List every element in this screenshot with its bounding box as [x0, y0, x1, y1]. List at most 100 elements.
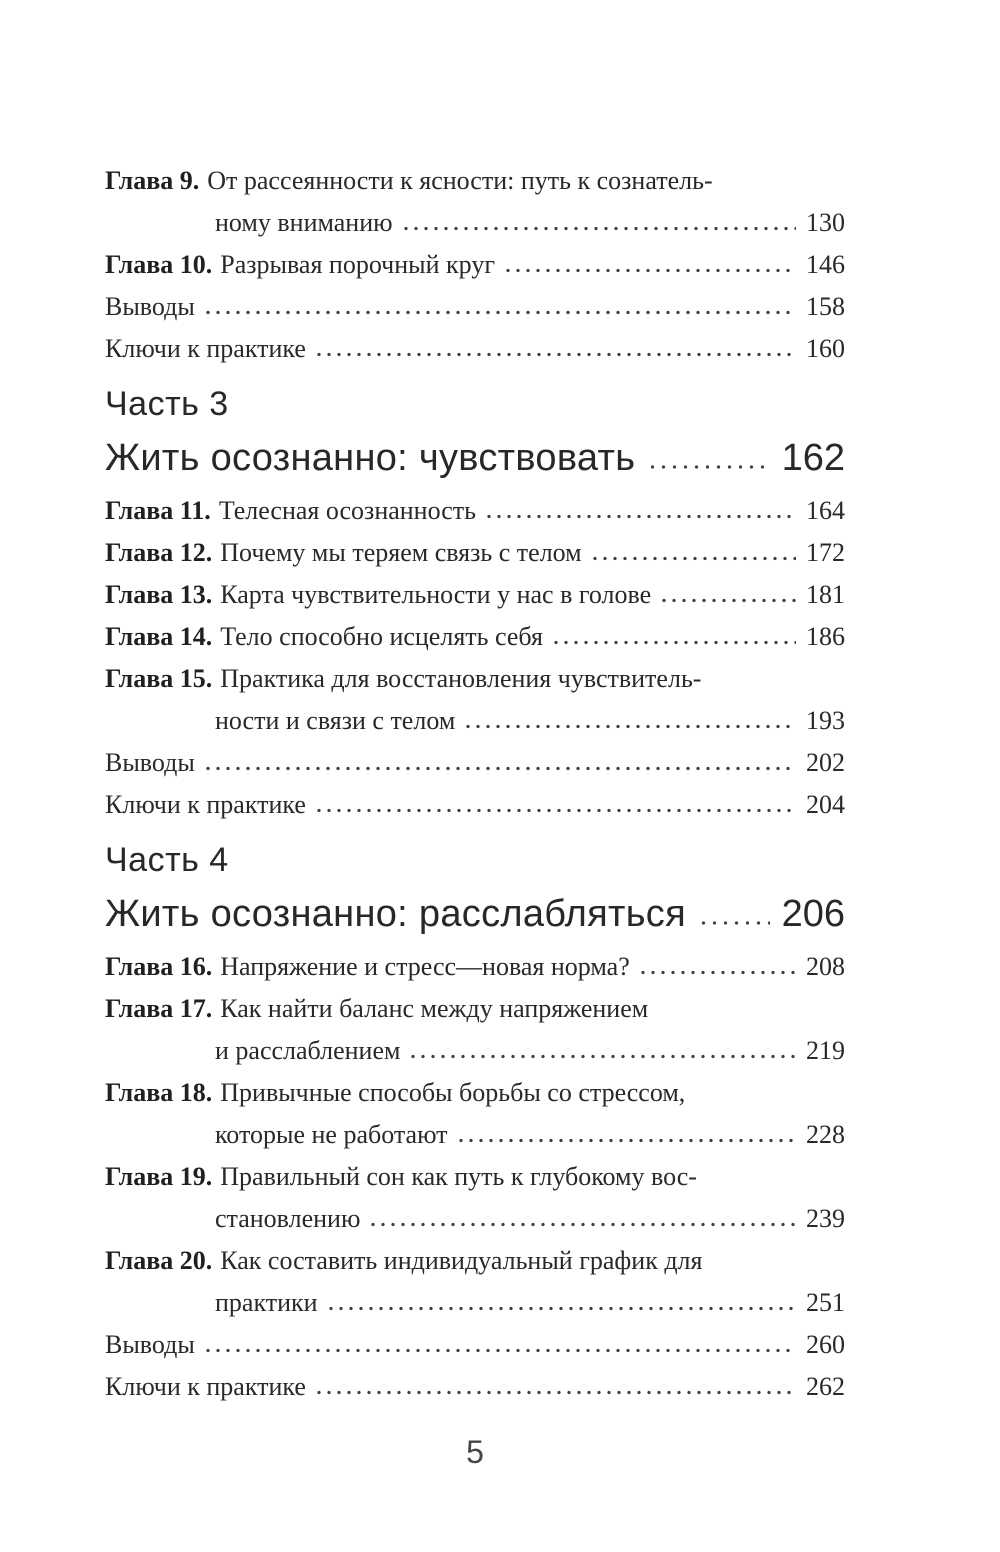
- page-number: 228: [806, 1120, 845, 1149]
- dot-leader: [637, 970, 796, 975]
- page-number: 251: [806, 1288, 845, 1317]
- dot-leader: [484, 514, 796, 519]
- chapter-title: Привычные способы борьбы со стрессом,: [220, 1078, 686, 1107]
- toc-entry-line2: становлению 239: [105, 1198, 845, 1240]
- dot-leader: [463, 724, 796, 729]
- toc-entry-practice-keys: Ключи к практике 262: [105, 1366, 845, 1408]
- toc-entry-line1: Глава 15. Практика для восстановления чув…: [105, 658, 845, 700]
- toc-content: Глава 9. От рассеянности к ясности: путь …: [105, 160, 845, 1470]
- chapter-title-continued: и расслаблением: [215, 1036, 401, 1065]
- toc-part-heading-3: Часть 3 Жить осознанно: чувствовать 162: [105, 378, 845, 486]
- dot-leader: [368, 1222, 796, 1227]
- chapter-label: Глава 18.: [105, 1078, 213, 1107]
- toc-entry-text: Глава 16. Напряжение и стресс—новая норма…: [105, 946, 630, 988]
- part-title-row: Жить осознанно: расслабляться 206: [105, 886, 845, 942]
- chapter-label: Глава 11.: [105, 496, 211, 525]
- dot-leader: [589, 556, 796, 561]
- chapter-title: Тело способно исцелять себя: [220, 622, 543, 651]
- toc-entry-chapter-20: Глава 20. Как составить индивидуальный гр…: [105, 1240, 845, 1324]
- toc-entry-chapter-16: Глава 16. Напряжение и стресс—новая норма…: [105, 946, 845, 988]
- chapter-title: Телесная осознанность: [218, 496, 477, 525]
- toc-entry-line2: ности и связи с телом 193: [105, 700, 845, 742]
- toc-entry-text: Выводы: [105, 292, 195, 321]
- chapter-title: Карта чувствительности у нас в голове: [220, 580, 652, 609]
- toc-entry-line2: которые не работают 228: [105, 1114, 845, 1156]
- chapter-title: Правильный сон как путь к глубокому вос-: [220, 1162, 697, 1191]
- toc-entry-conclusions: Выводы 260: [105, 1324, 845, 1366]
- toc-entry-text: Выводы: [105, 1330, 195, 1359]
- toc-entry-text: Ключи к практике: [105, 1372, 306, 1401]
- chapter-title: Разрывая порочный круг: [220, 250, 495, 279]
- chapter-title-continued: практики: [215, 1288, 318, 1317]
- page-number: 172: [806, 538, 845, 567]
- toc-entry-chapter-18: Глава 18. Привычные способы борьбы со стр…: [105, 1072, 845, 1156]
- dot-leader: [647, 464, 770, 470]
- chapter-title: Как найти баланс между напряжением: [220, 994, 649, 1023]
- chapter-title: От рассеянности к ясности: путь к сознат…: [207, 166, 713, 195]
- dot-leader: [550, 640, 796, 645]
- page-number: 158: [806, 292, 845, 321]
- part-label: Часть 4: [105, 841, 229, 879]
- toc-entry-chapter-17: Глава 17. Как найти баланс между напряжен…: [105, 988, 845, 1072]
- dot-leader: [202, 310, 796, 315]
- chapter-title-continued: которые не работают: [215, 1120, 448, 1149]
- chapter-title: Напряжение и стресс—новая норма?: [220, 952, 630, 981]
- toc-part-heading-4: Часть 4 Жить осознанно: расслабляться 20…: [105, 834, 845, 942]
- toc-entry-chapter-12: Глава 12. Почему мы теряем связь с телом …: [105, 532, 845, 574]
- chapter-label: Глава 17.: [105, 994, 213, 1023]
- chapter-title: Почему мы теряем связь с телом: [220, 538, 582, 567]
- toc-entry-text: Ключи к практике: [105, 334, 306, 363]
- toc-entry-text: Глава 12. Почему мы теряем связь с телом: [105, 532, 582, 574]
- toc-entry-chapter-15: Глава 15. Практика для восстановления чув…: [105, 658, 845, 742]
- toc-entry-conclusions: Выводы 202: [105, 742, 845, 784]
- page-number: 202: [806, 748, 845, 777]
- dot-leader: [313, 352, 796, 357]
- page-number: 164: [806, 496, 845, 525]
- toc-entry-line2: практики 251: [105, 1282, 845, 1324]
- page-number: 219: [806, 1036, 845, 1065]
- page-number: 130: [806, 208, 845, 237]
- chapter-label: Глава 16.: [105, 952, 213, 981]
- toc-entry-line1: Глава 9. От рассеянности к ясности: путь …: [105, 160, 845, 202]
- page-number: 239: [806, 1204, 845, 1233]
- dot-leader: [202, 1348, 796, 1353]
- dot-leader: [202, 766, 796, 771]
- toc-entry-text: Ключи к практике: [105, 790, 306, 819]
- toc-entry-text: Глава 13. Карта чувствительности у нас в …: [105, 574, 651, 616]
- part-title-row: Жить осознанно: чувствовать 162: [105, 430, 845, 486]
- chapter-title-continued: ному вниманию: [215, 208, 393, 237]
- dot-leader: [503, 268, 796, 273]
- toc-entry-chapter-11: Глава 11. Телесная осознанность 164: [105, 490, 845, 532]
- dot-leader: [400, 226, 796, 231]
- page-number: 204: [806, 790, 845, 819]
- toc-entry-text: Глава 14. Тело способно исцелять себя: [105, 616, 543, 658]
- part-title: Жить осознанно: расслабляться: [105, 893, 686, 935]
- toc-entry-line1: Глава 20. Как составить индивидуальный гр…: [105, 1240, 845, 1282]
- chapter-label: Глава 10.: [105, 250, 213, 279]
- toc-entry-line2: ному вниманию 130: [105, 202, 845, 244]
- dot-leader: [313, 808, 796, 813]
- chapter-label: Глава 12.: [105, 538, 213, 567]
- chapter-label: Глава 13.: [105, 580, 213, 609]
- page-number: 262: [806, 1372, 845, 1401]
- chapter-label: Глава 14.: [105, 622, 213, 651]
- toc-entry-text: Глава 10. Разрывая порочный круг: [105, 244, 495, 286]
- chapter-label: Глава 19.: [105, 1162, 213, 1191]
- chapter-label: Глава 20.: [105, 1246, 213, 1275]
- toc-entry-line1: Глава 18. Привычные способы борьбы со стр…: [105, 1072, 845, 1114]
- chapter-title-continued: ности и связи с телом: [215, 706, 456, 735]
- toc-entry-practice-keys: Ключи к практике 204: [105, 784, 845, 826]
- page-number: 208: [806, 952, 845, 981]
- dot-leader: [325, 1306, 796, 1311]
- toc-entry-text: Выводы: [105, 748, 195, 777]
- page-number: 181: [806, 580, 845, 609]
- page-number: 193: [806, 706, 845, 735]
- page-number: 186: [806, 622, 845, 651]
- chapter-title-continued: становлению: [215, 1204, 361, 1233]
- toc-entry-line2: и расслаблением 219: [105, 1030, 845, 1072]
- dot-leader: [659, 598, 796, 603]
- page-number: 160: [806, 334, 845, 363]
- toc-entry-chapter-9: Глава 9. От рассеянности к ясности: путь …: [105, 160, 845, 244]
- toc-entry-chapter-10: Глава 10. Разрывая порочный круг 146: [105, 244, 845, 286]
